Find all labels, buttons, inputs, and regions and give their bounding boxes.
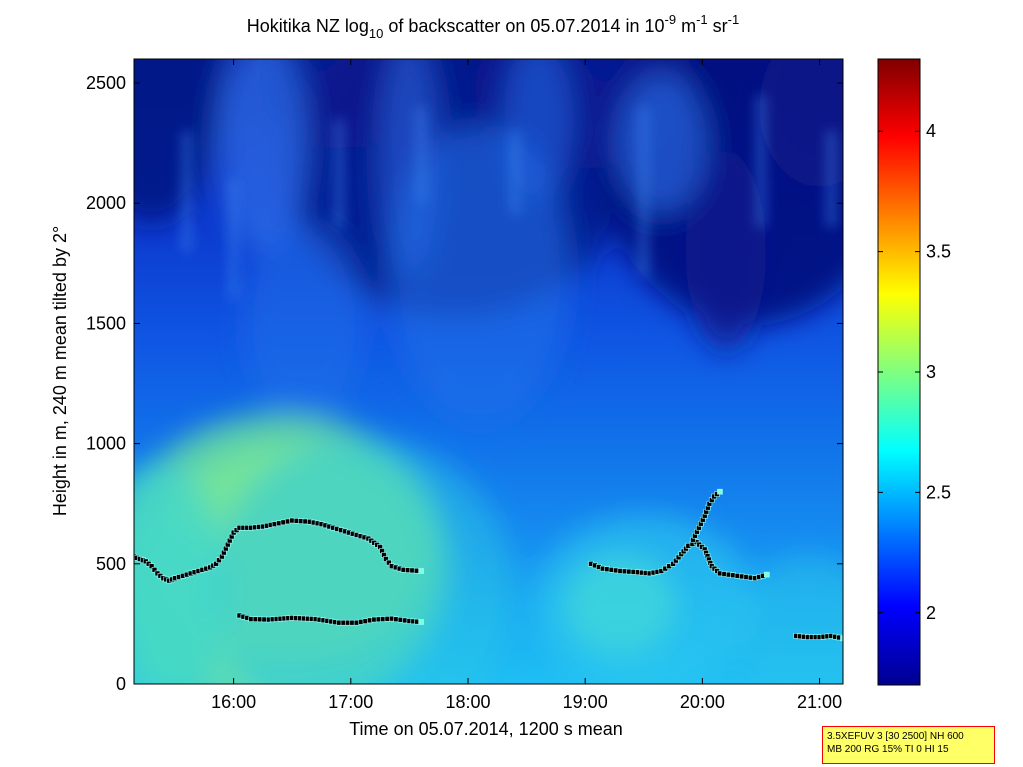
layer-point (383, 556, 389, 562)
layer-series-0 (134, 517, 424, 584)
title-prefix: Hokitika NZ log (247, 16, 369, 36)
y-axis: 0 500 1000 1500 2000 2500 (86, 73, 843, 694)
colorbar-tick-label: 2 (926, 603, 936, 623)
heatmap-shade-5 (759, 59, 843, 188)
heatmap-streak-6 (826, 131, 837, 228)
layer-point (151, 567, 158, 573)
y-tick-label: 2000 (86, 193, 126, 213)
colorbar-tick-label: 4 (926, 121, 936, 141)
heatmap-shade-12 (243, 223, 364, 424)
y-axis-label: Height in m, 240 m mean tilted by 2° (50, 226, 70, 516)
layer-point (386, 559, 392, 566)
chart-title: Hokitika NZ log10 of backscatter on 05.0… (247, 12, 739, 41)
backscatter-heatmap (134, 59, 843, 684)
plot-frame (133, 58, 844, 685)
colorbar (877, 58, 921, 686)
heatmap-shade-11 (389, 125, 570, 426)
layer-point (840, 635, 843, 642)
title-exp3: -1 (728, 12, 740, 27)
heatmap-streak-0 (181, 131, 192, 252)
x-axis-label: Time on 05.07.2014, 1200 s mean (349, 719, 623, 739)
heatmap-shade-0 (134, 59, 222, 223)
layer-point (764, 571, 770, 578)
x-tick-label: 18:00 (445, 692, 490, 712)
title-unit1: m (676, 16, 696, 36)
layer-series-1 (236, 612, 424, 626)
x-tick-label: 20:00 (680, 692, 725, 712)
title-prefix-sub: 10 (369, 26, 383, 41)
y-tick-label: 1500 (86, 313, 126, 333)
heatmap-streak-7 (228, 179, 239, 300)
layer-point (418, 568, 424, 574)
x-tick-label: 21:00 (797, 692, 842, 712)
heatmap-shade-19 (737, 555, 843, 684)
x-tick-label: 17:00 (328, 692, 373, 712)
colorbar-tick-label: 3.5 (926, 242, 951, 262)
heatmap-streak-5 (755, 95, 766, 228)
layer-series-4 (793, 633, 843, 642)
cloud-layer-markers (134, 488, 843, 642)
colorbar-tick-label: 2.5 (926, 482, 951, 502)
title-exp1: -9 (665, 12, 677, 27)
title-unit2: sr (708, 16, 728, 36)
x-tick-label: 16:00 (211, 692, 256, 712)
heatmap-shade-20 (212, 437, 513, 684)
info-line-2: MB 200 RG 15% TI 0 HI 15 (827, 744, 949, 755)
x-tick-label: 19:00 (563, 692, 608, 712)
title-middle: of backscatter on 05.07.2014 in 10 (383, 16, 664, 36)
title-exp2: -1 (696, 12, 708, 27)
info-line-1: 3.5XEFUV 3 [30 2500] NH 600 (827, 731, 964, 742)
layer-point (418, 619, 424, 625)
layer-point (216, 557, 222, 564)
processing-info-box: 3.5XEFUV 3 [30 2500] NH 600 MB 200 RG 15… (822, 726, 995, 764)
heatmap-streak-1 (334, 119, 345, 228)
y-tick-label: 2500 (86, 73, 126, 93)
layer-point (717, 488, 723, 495)
layer-point (213, 561, 219, 567)
heatmap-shade-7 (217, 59, 308, 254)
y-tick-label: 1000 (86, 434, 126, 454)
y-tick-label: 0 (116, 674, 126, 694)
colorbar-tick-label: 3 (926, 362, 936, 382)
y-tick-label: 500 (96, 554, 126, 574)
heatmap-streak-4 (638, 107, 649, 276)
layer-point (148, 563, 155, 570)
x-axis: 16:00 17:00 18:00 19:00 20:00 21:00 (211, 59, 842, 712)
heatmap-shade-6 (685, 151, 766, 352)
heatmap-streak-2 (416, 107, 427, 204)
heatmap-shade-18 (533, 514, 754, 684)
heatmap-streak-3 (509, 131, 520, 216)
heatmap-shade-10 (616, 73, 707, 214)
colorbar-axis: 2 2.5 3 3.5 4 (878, 121, 951, 623)
layer-series-3 (690, 488, 723, 543)
layer-series-2 (588, 539, 770, 582)
